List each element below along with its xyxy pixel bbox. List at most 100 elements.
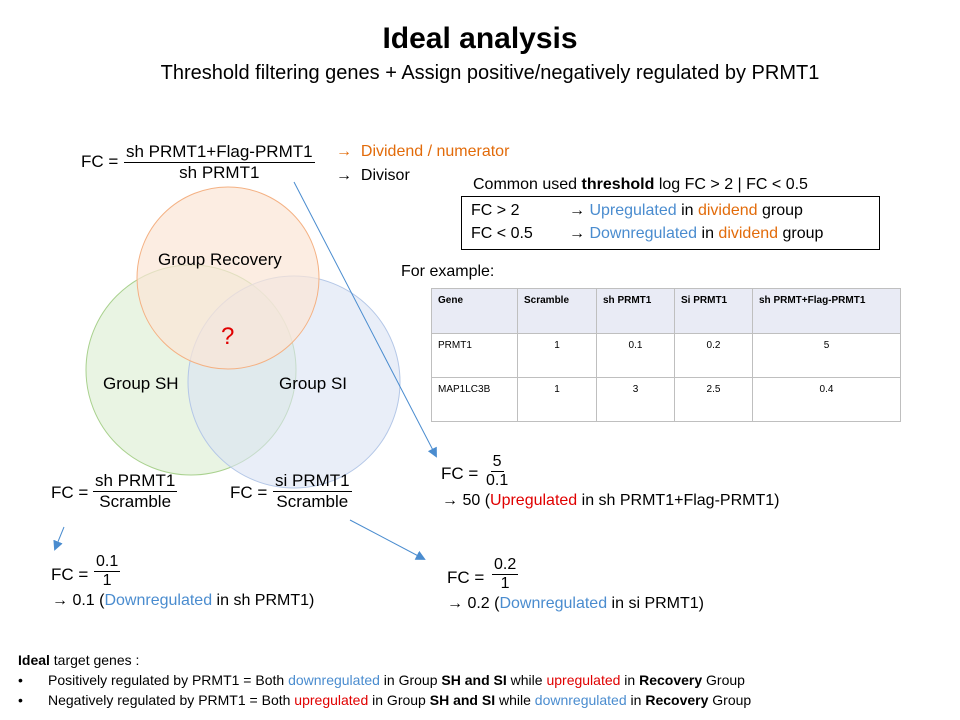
threshold-reg: Downregulated — [589, 225, 698, 242]
ideal-groups: Recovery — [645, 692, 709, 708]
fc-fraction-sh-calc: 0.1 1 — [94, 553, 121, 591]
ideal-negative: • Negatively regulated by PRMT1 = Both up… — [18, 690, 751, 710]
arrow-icon: → — [447, 595, 463, 612]
fc-fraction-si: si PRMT1 Scramble — [273, 471, 352, 511]
fc-top-numerator: sh PRMT1+Flag-PRMT1 — [124, 142, 315, 163]
calc-reg: Downregulated — [104, 592, 213, 609]
fc-label-recovery-calc: FC = — [441, 464, 479, 483]
ideal-text: while — [506, 672, 547, 688]
table-header-cell: Gene — [431, 288, 518, 334]
calc-pre: 0.1 ( — [68, 592, 105, 609]
calc-reg: Upregulated — [490, 492, 578, 509]
ideal-target-genes: Ideal target genes : • Positively regulat… — [18, 650, 751, 710]
calc-reg: Downregulated — [499, 595, 608, 612]
threshold-end: group — [778, 225, 824, 242]
calc-pre: 50 ( — [458, 492, 491, 509]
bullet-icon: • — [18, 672, 23, 688]
sh-calc-result: → 0.1 (Downregulated in sh PRMT1) — [52, 592, 314, 610]
table-cell: 5 — [752, 333, 901, 378]
table-cell: 1 — [517, 333, 597, 378]
ideal-heading-bold: Ideal — [18, 652, 50, 668]
table-cell: 2.5 — [674, 377, 753, 422]
fc-top-denominator: sh PRMT1 — [179, 162, 260, 182]
fc-denominator: 1 — [102, 572, 112, 590]
threshold-heading-bold: threshold — [581, 176, 655, 193]
table-header-cell: sh PRMT1 — [596, 288, 675, 334]
table-cell: PRMT1 — [431, 333, 518, 378]
arrow-to-recovery-calc — [293, 181, 437, 458]
fc-fraction-top: sh PRMT1+Flag-PRMT1 sh PRMT1 — [124, 142, 315, 182]
venn-label-sh: Group SH — [103, 374, 179, 393]
si-calc-result: → 0.2 (Downregulated in si PRMT1) — [447, 595, 704, 613]
threshold-grp: dividend — [697, 202, 758, 219]
table-cell: 0.1 — [596, 333, 675, 378]
ideal-text: Group — [708, 692, 752, 708]
fc-numerator: 0.1 — [94, 553, 121, 573]
ideal-text: Group — [702, 672, 745, 688]
fc-denominator: 0.1 — [486, 472, 509, 490]
table-header-cell: sh PRMT+Flag-PRMT1 — [752, 288, 901, 334]
calc-pre: 0.2 ( — [463, 595, 500, 612]
fc-denominator: 1 — [500, 575, 510, 593]
threshold-reg: Upregulated — [589, 202, 677, 219]
fc-numerator: sh PRMT1 — [93, 471, 178, 492]
denominator-note-text: Divisor — [360, 167, 410, 184]
table-header-row: Gene Scramble sh PRMT1 Si PRMT1 sh PRMT+… — [431, 288, 901, 334]
ideal-text: in Group — [379, 672, 442, 688]
table-cell: 3 — [596, 377, 675, 422]
example-label: For example: — [401, 263, 495, 280]
threshold-row-down-rest: → Downregulated in dividend group — [569, 225, 823, 243]
fc-label-sh: FC = — [51, 483, 89, 502]
fc-denominator: Scramble — [276, 491, 349, 511]
fc-label-top: FC = — [81, 152, 119, 171]
calc-post: in sh PRMT1) — [212, 592, 315, 609]
fc-label-si-calc: FC = — [447, 568, 485, 587]
table-header-cell: Si PRMT1 — [674, 288, 753, 334]
page-title: Ideal analysis — [382, 22, 578, 55]
ideal-reg: upregulated — [546, 672, 621, 688]
threshold-heading-post: log FC > 2 | FC < 0.5 — [654, 176, 808, 193]
threshold-end: group — [757, 202, 803, 219]
arrow-icon: → — [52, 592, 68, 609]
fc-label-sh-calc: FC = — [51, 565, 89, 584]
denominator-note: → Divisor — [336, 167, 410, 185]
arrow-icon: → — [569, 225, 585, 242]
table-cell: 1 — [517, 377, 597, 422]
threshold-mid: in — [676, 202, 698, 219]
table-cell: MAP1LC3B — [431, 377, 518, 422]
numerator-note-text: Dividend / numerator — [360, 143, 510, 160]
threshold-grp: dividend — [718, 225, 779, 242]
ideal-text: in — [620, 672, 640, 688]
threshold-row-down: FC < 0.5 → Downregulated in dividend gro… — [471, 225, 823, 243]
ideal-text: Negatively regulated by PRMT1 = Both — [48, 692, 295, 708]
threshold-heading: Common used threshold log FC > 2 | FC < … — [473, 176, 808, 194]
threshold-row-up-rest: → Upregulated in dividend group — [569, 202, 803, 220]
threshold-row-up: FC > 2 → Upregulated in dividend group — [471, 202, 803, 220]
threshold-cond: FC > 2 — [471, 202, 520, 219]
fc-fraction-recovery-calc: 5 0.1 — [484, 453, 510, 491]
ideal-positive: • Positively regulated by PRMT1 = Both do… — [18, 670, 751, 690]
table-header-cell: Scramble — [517, 288, 597, 334]
ideal-text: in — [626, 692, 646, 708]
page-subtitle: Threshold filtering genes + Assign posit… — [160, 62, 820, 84]
calc-post: in sh PRMT1+Flag-PRMT1) — [577, 492, 780, 509]
arrow-to-si-calc — [349, 519, 426, 560]
arrow-icon: → — [569, 202, 585, 219]
fc-numerator: 5 — [490, 453, 504, 473]
ideal-heading-rest: target genes : — [49, 652, 140, 668]
table-row: MAP1LC3B 1 3 2.5 0.4 — [431, 377, 901, 422]
venn-circle-recovery — [136, 186, 320, 370]
ideal-reg: downregulated — [534, 692, 627, 708]
table-row: PRMT1 1 0.1 0.2 5 — [431, 333, 901, 378]
fc-numerator: si PRMT1 — [273, 471, 352, 492]
ideal-reg: downregulated — [288, 672, 380, 688]
fc-fraction-si-calc: 0.2 1 — [492, 556, 519, 594]
ideal-text: Positively regulated by PRMT1 = Both — [48, 672, 289, 688]
threshold-box: FC > 2 → Upregulated in dividend group F… — [461, 196, 880, 250]
venn-center-question: ? — [221, 323, 235, 350]
threshold-mid: in — [697, 225, 719, 242]
arrow-icon: → — [336, 167, 352, 184]
table-cell: 0.4 — [752, 377, 901, 422]
ideal-groups: SH and SI — [429, 692, 496, 708]
